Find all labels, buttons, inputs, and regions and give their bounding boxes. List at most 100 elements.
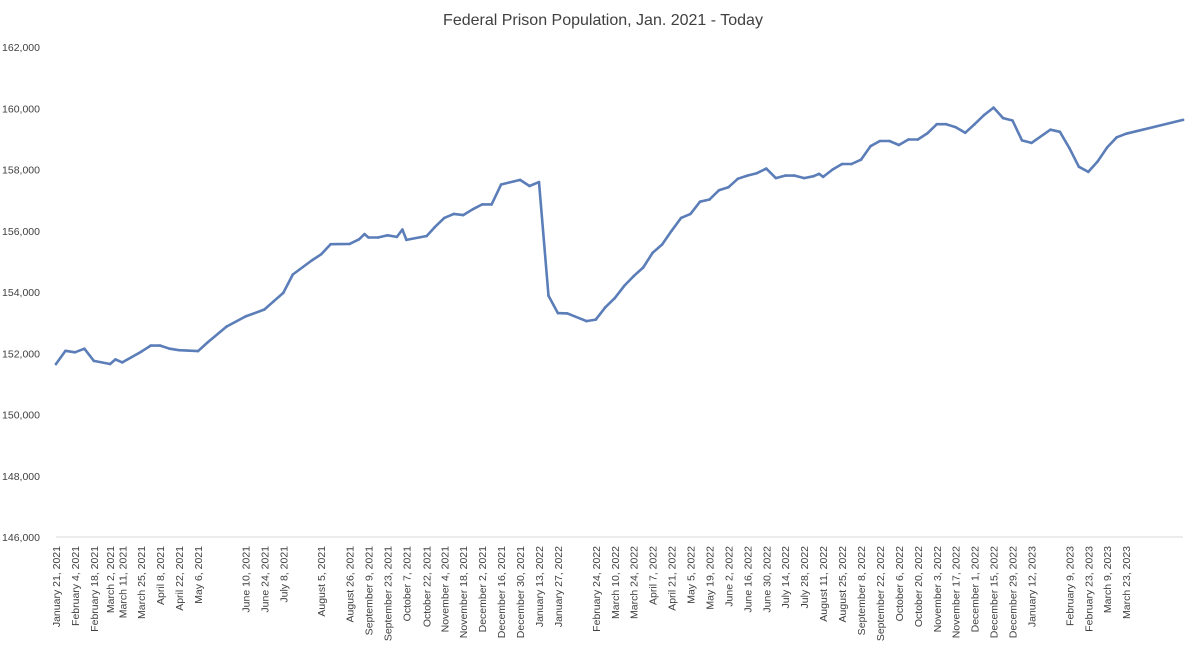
- data-point: [1049, 128, 1052, 131]
- data-point: [1181, 118, 1185, 122]
- data-point: [499, 183, 503, 186]
- data-point: [594, 318, 598, 321]
- data-point: [817, 172, 821, 176]
- data-point: [537, 180, 541, 184]
- x-tick-label: August 11, 2022: [818, 546, 830, 622]
- x-tick-label: January 12, 2023: [1026, 546, 1038, 627]
- x-tick-label: September 9, 2021: [364, 546, 376, 635]
- data-point: [670, 229, 673, 233]
- data-point: [177, 348, 181, 352]
- data-point: [348, 242, 351, 246]
- data-point: [329, 242, 332, 246]
- data-point: [746, 174, 749, 177]
- data-point: [982, 113, 986, 117]
- data-point: [1115, 136, 1118, 139]
- data-point: [604, 306, 607, 309]
- data-point: [480, 203, 484, 206]
- x-tick-label: October 7, 2021: [401, 546, 413, 621]
- data-point: [1087, 170, 1090, 174]
- series-layer: [54, 106, 1185, 366]
- x-tick-label: December 15, 2022: [989, 546, 1001, 638]
- data-point: [433, 225, 437, 229]
- series-line: [54, 106, 1185, 366]
- data-point: [425, 234, 429, 238]
- data-point: [357, 238, 361, 241]
- x-tick-label: May 5, 2022: [686, 546, 698, 604]
- x-tick-label: November 3, 2022: [932, 546, 944, 633]
- data-point: [443, 216, 446, 220]
- data-point: [907, 138, 910, 141]
- data-point: [859, 158, 863, 161]
- data-point: [840, 162, 844, 166]
- data-point: [196, 349, 200, 353]
- data-point: [168, 347, 171, 351]
- x-tick-label: November 4, 2021: [439, 546, 451, 633]
- data-point: [585, 319, 588, 323]
- x-tick-label: August 5, 2021: [316, 546, 328, 617]
- y-tick-label: 162,000: [2, 42, 40, 54]
- data-point: [831, 168, 834, 171]
- data-point: [1077, 165, 1081, 168]
- x-tick-label: April 7, 2022: [648, 546, 660, 605]
- data-point: [774, 176, 778, 180]
- x-tick-label: June 2, 2022: [723, 546, 735, 607]
- data-point: [689, 212, 692, 216]
- x-tick-label: March 11, 2021: [117, 546, 129, 618]
- data-point: [405, 238, 408, 242]
- x-tick-label: June 30, 2022: [761, 546, 773, 613]
- x-tick-label: February 4, 2021: [70, 546, 82, 626]
- x-tick-label: June 10, 2021: [240, 546, 252, 613]
- data-point: [547, 294, 550, 298]
- x-tick-label: March 9, 2023: [1102, 546, 1114, 613]
- x-tick-label: September 23, 2021: [382, 546, 394, 641]
- x-tick-label: November 17, 2022: [951, 546, 963, 638]
- y-axis: 146,000 148,000 150,000 152,000 154,000 156,0…: [2, 42, 40, 544]
- y-tick-label: 148,000: [2, 471, 40, 483]
- x-tick-label: October 6, 2022: [894, 546, 906, 621]
- data-point: [528, 184, 531, 188]
- data-point: [64, 349, 67, 353]
- data-point: [1030, 141, 1033, 145]
- data-point: [54, 362, 58, 366]
- data-point: [944, 122, 948, 126]
- data-point: [1001, 116, 1005, 120]
- x-axis: January 21, 2021 February 4, 2021 February…: [51, 536, 1183, 641]
- x-tick-label: February 9, 2023: [1064, 546, 1076, 626]
- data-point: [272, 299, 276, 303]
- x-tick-label: March 2, 2021: [105, 546, 117, 613]
- x-tick-label: January 13, 2022: [534, 546, 546, 627]
- data-point: [461, 213, 465, 217]
- y-tick-label: 158,000: [2, 165, 40, 177]
- data-point: [963, 131, 967, 135]
- data-point: [935, 122, 939, 126]
- x-tick-label: March 24, 2022: [629, 546, 641, 619]
- data-point: [471, 208, 475, 211]
- data-point: [566, 312, 569, 315]
- x-tick-label: December 2, 2021: [477, 546, 489, 633]
- data-point: [121, 361, 124, 364]
- data-point: [916, 138, 920, 141]
- data-point: [973, 122, 976, 126]
- data-point: [926, 132, 929, 135]
- data-point: [821, 175, 825, 179]
- data-point: [1011, 119, 1014, 122]
- y-tick-label: 156,000: [2, 226, 40, 238]
- data-point: [755, 171, 759, 175]
- data-point: [736, 177, 740, 180]
- data-point: [225, 325, 228, 328]
- y-tick-label: 152,000: [2, 348, 40, 360]
- data-point: [73, 351, 77, 354]
- data-point: [1105, 146, 1109, 149]
- x-tick-label: October 20, 2022: [913, 546, 925, 627]
- data-point: [108, 362, 112, 366]
- data-point: [1124, 132, 1128, 135]
- data-point: [613, 296, 617, 300]
- x-tick-label: May 6, 2021: [193, 546, 205, 604]
- data-point: [490, 203, 493, 206]
- x-tick-label: June 24, 2021: [259, 546, 271, 613]
- data-point: [793, 174, 796, 177]
- x-tick-label: September 8, 2022: [856, 546, 868, 635]
- data-point: [888, 139, 891, 143]
- data-point: [1068, 146, 1071, 150]
